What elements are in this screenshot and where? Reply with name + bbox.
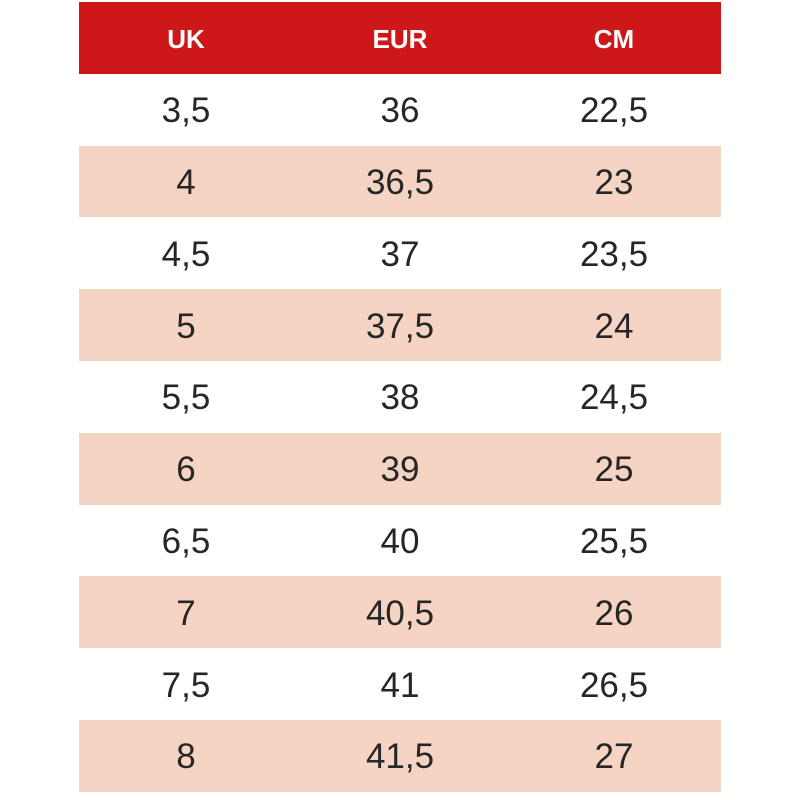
table-header-row: UK EUR CM: [79, 2, 721, 74]
table-row: 7 40,5 26: [79, 576, 721, 649]
table-cell: 25: [594, 450, 634, 490]
table-row: 6 39 25: [79, 432, 721, 505]
column-header-uk: UK: [167, 23, 205, 54]
table-body: 3,5 36 22,5 4 36,5 23 4,5 37 23,5 5 37,5 24 5,5 38 24,…: [79, 73, 721, 792]
table-cell: 23: [594, 162, 634, 202]
table-cell: 5,5: [161, 378, 211, 418]
table-row: 4,5 37 23,5: [79, 217, 721, 290]
table-cell: 41: [380, 665, 420, 705]
table-cell: 27: [594, 737, 634, 777]
table-cell: 4,5: [161, 234, 211, 274]
table-cell: 25,5: [579, 521, 649, 561]
table-row: 6,5 40 25,5: [79, 504, 721, 577]
table-cell: 22,5: [579, 91, 649, 131]
shoe-size-conversion-table: UK EUR CM 3,5 36 22,5 4 36,5 23 4,5 37 23,5 5 37,5…: [79, 2, 721, 792]
column-header-eur: EUR: [372, 23, 428, 54]
table-cell: 38: [380, 378, 420, 418]
column-header-cm: CM: [593, 23, 635, 54]
table-row: 4 36,5 23: [79, 145, 721, 218]
table-cell: 23,5: [579, 234, 649, 274]
table-row: 8 41,5 27: [79, 719, 721, 792]
table-cell: 39: [380, 450, 420, 490]
table-row: 7,5 41 26,5: [79, 648, 721, 720]
table-cell: 40: [380, 521, 420, 561]
table-row: 5 37,5 24: [79, 289, 721, 361]
table-cell: 26: [594, 593, 634, 633]
table-row: 3,5 36 22,5: [79, 73, 721, 146]
table-cell: 8: [176, 737, 196, 777]
table-cell: 4: [176, 162, 196, 202]
table-cell: 37,5: [365, 306, 435, 346]
table-cell: 41,5: [365, 737, 435, 777]
table-cell: 37: [380, 234, 420, 274]
table-cell: 3,5: [161, 91, 211, 131]
table-cell: 6: [176, 450, 196, 490]
table-cell: 40,5: [365, 593, 435, 633]
table-cell: 7: [176, 593, 196, 633]
table-cell: 36: [380, 91, 420, 131]
table-cell: 26,5: [579, 665, 649, 705]
table-cell: 7,5: [161, 665, 211, 705]
table-cell: 5: [176, 306, 196, 346]
table-cell: 6,5: [161, 521, 211, 561]
table-cell: 24,5: [579, 378, 649, 418]
table-row: 5,5 38 24,5: [79, 360, 721, 433]
table-cell: 24: [594, 306, 634, 346]
table-cell: 36,5: [365, 162, 435, 202]
